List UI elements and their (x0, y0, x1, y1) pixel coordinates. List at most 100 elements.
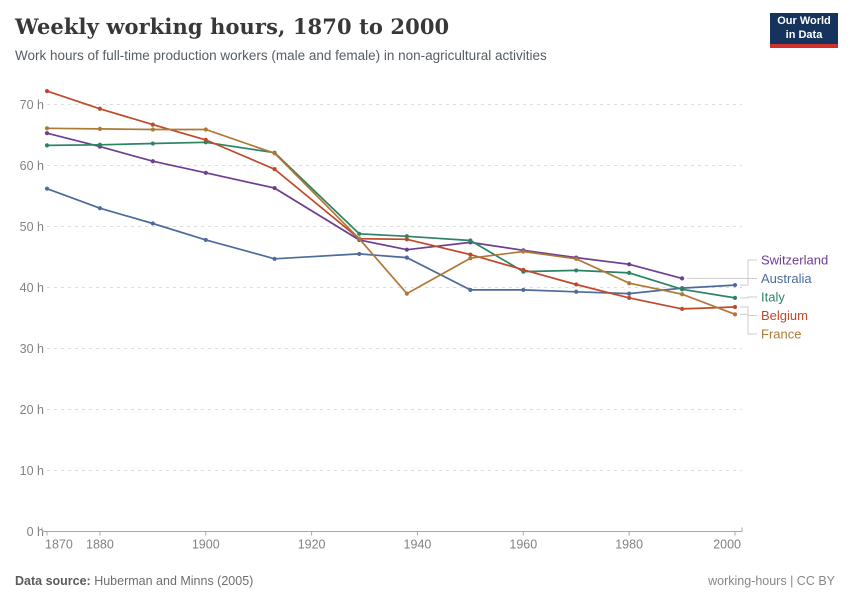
y-tick-label: 50 h (20, 220, 44, 234)
data-point-france-1950 (468, 256, 473, 261)
series-belgium[interactable] (44, 88, 738, 311)
data-point-switzerland-1890 (150, 159, 155, 164)
data-point-belgium-2000 (732, 304, 738, 310)
y-tick-label: 0 h (27, 525, 44, 539)
data-point-belgium-1938 (404, 237, 409, 242)
x-tick-label: 2000 (713, 538, 741, 552)
data-point-france-1938 (404, 291, 409, 296)
y-tick-label: 70 h (20, 98, 44, 112)
legend-connector-switzerland (687, 259, 757, 279)
y-tick-label: 30 h (20, 342, 44, 356)
x-tick-label: 1920 (298, 538, 326, 552)
data-point-belgium-1913 (272, 167, 277, 172)
data-point-italy-1938 (404, 234, 409, 239)
y-tick-label: 40 h (20, 281, 44, 295)
data-point-france-1929 (357, 236, 362, 241)
data-point-australia-1950 (468, 287, 473, 293)
data-point-france-1880 (97, 126, 103, 131)
owid-logo-text: Our World in Data (777, 15, 831, 41)
x-tick-label: 1960 (509, 538, 537, 552)
x-tick-label: 1870 (45, 538, 73, 552)
data-point-france-2000 (732, 312, 738, 317)
data-point-switzerland-1913 (272, 185, 277, 191)
data-point-belgium-1900 (203, 137, 208, 142)
legend-label-australia[interactable]: Australia (761, 271, 812, 286)
data-point-belgium-1890 (150, 122, 155, 127)
chart-plot-area: 0 h 10 h 20 h 30 h 40 h 50 h 60 h 70 h 1870 1880 1… (0, 80, 850, 555)
data-source-value[interactable]: Huberman and Minns (2005) (90, 574, 254, 588)
y-tick-label: 60 h (20, 159, 44, 173)
legend-connector-australia (740, 278, 757, 286)
data-point-switzerland-1990 (679, 276, 685, 281)
data-point-australia-1870 (44, 186, 50, 191)
data-source[interactable]: Data source: Huberman and Minns (2005) (15, 574, 253, 592)
data-source-label: Data source: (15, 574, 91, 588)
license-note[interactable]: working-hours | CC BY (708, 574, 835, 588)
data-point-switzerland-1938 (404, 247, 409, 252)
data-point-australia-2000 (732, 282, 738, 288)
data-point-switzerland-1980 (627, 262, 632, 267)
data-point-belgium-1990 (679, 306, 685, 311)
chart-header: Weekly working hours, 1870 to 2000 Work … (15, 14, 750, 63)
series-line-australia[interactable] (46, 187, 736, 295)
data-point-italy-1980 (627, 270, 632, 275)
data-point-italy-1970 (574, 268, 579, 273)
legend-connector-italy (740, 296, 757, 299)
owid-logo[interactable]: Our World in Data (770, 13, 838, 48)
data-point-france-1900 (203, 127, 208, 132)
data-point-italy-1929 (357, 231, 362, 236)
data-point-australia-1970 (574, 289, 579, 294)
y-tick-label: 20 h (20, 403, 44, 417)
data-point-belgium-1980 (627, 295, 632, 300)
y-tick-label: 10 h (20, 464, 44, 478)
data-point-italy-1870 (44, 143, 50, 148)
series-france[interactable] (44, 126, 738, 317)
data-point-australia-1960 (521, 287, 526, 293)
data-point-australia-1938 (404, 255, 409, 260)
data-point-france-1913 (272, 151, 277, 156)
data-point-france-1990 (679, 292, 685, 297)
data-point-australia-1980 (627, 291, 632, 296)
legend-connector-belgium (740, 306, 757, 316)
data-point-australia-1880 (97, 206, 103, 211)
data-point-france-1870 (44, 126, 50, 131)
legend-label-italy[interactable]: Italy (761, 290, 785, 305)
data-point-france-1970 (574, 256, 579, 261)
data-point-australia-1929 (357, 251, 362, 257)
chart-title: Weekly working hours, 1870 to 2000 (15, 14, 450, 39)
data-point-australia-1900 (203, 237, 208, 243)
x-tick-label: 1940 (404, 538, 432, 552)
legend-connector-france (740, 313, 757, 335)
data-point-belgium-1870 (44, 88, 50, 94)
data-point-belgium-1960 (521, 267, 526, 272)
data-point-france-1960 (521, 249, 526, 254)
data-point-italy-1990 (679, 287, 685, 292)
chart-footer: Data source: Huberman and Minns (2005) w… (15, 574, 835, 592)
data-point-belgium-1970 (574, 282, 579, 287)
data-point-italy-2000 (732, 295, 738, 300)
series-line-france[interactable] (46, 127, 736, 316)
chart-subtitle: Work hours of full-time production worke… (15, 48, 547, 63)
data-point-belgium-1880 (97, 106, 103, 111)
data-point-australia-1890 (150, 221, 155, 226)
data-point-france-1890 (150, 127, 155, 132)
x-tick-label: 1880 (86, 538, 114, 552)
x-tick-label: 1980 (615, 538, 643, 552)
data-point-italy-1950 (468, 238, 473, 243)
x-tick-label: 1900 (192, 538, 220, 552)
legend-label-switzerland[interactable]: Switzerland (761, 253, 828, 268)
series-switzerland[interactable] (44, 131, 685, 281)
legend-label-belgium[interactable]: Belgium (761, 308, 808, 323)
data-point-australia-1913 (272, 256, 277, 261)
series-line-switzerland[interactable] (46, 132, 683, 280)
line-chart: 0 h 10 h 20 h 30 h 40 h 50 h 60 h 70 h 1870 1880 1… (20, 88, 828, 552)
legend-label-france[interactable]: France (761, 327, 801, 342)
data-point-italy-1880 (97, 142, 103, 147)
data-point-belgium-1950 (468, 252, 473, 257)
data-point-italy-1890 (150, 141, 155, 146)
data-point-france-1980 (627, 281, 632, 286)
series-australia[interactable] (44, 186, 738, 296)
data-point-switzerland-1870 (44, 131, 50, 136)
data-point-switzerland-1900 (203, 170, 208, 175)
